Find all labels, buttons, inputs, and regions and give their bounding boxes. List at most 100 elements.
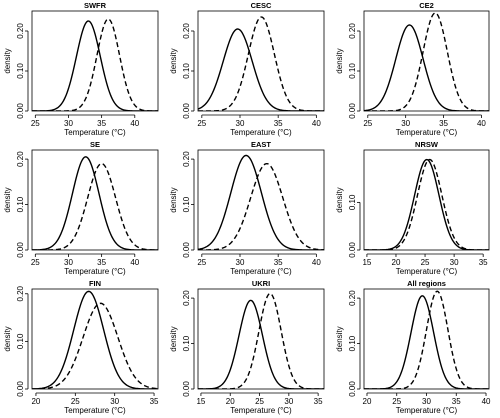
- x-tick-label: 20: [226, 397, 235, 406]
- density-curve-solid: [364, 158, 489, 250]
- y-tick-label: 0.20: [348, 23, 357, 39]
- x-tick-label: 30: [422, 397, 431, 406]
- x-tick-label: 35: [439, 119, 448, 128]
- density-curve-solid: [364, 295, 489, 389]
- x-tick-label: 35: [274, 258, 283, 267]
- x-tick-label: 40: [130, 258, 139, 267]
- plot-frame: [363, 149, 490, 251]
- x-tick-label: 25: [255, 397, 264, 406]
- x-tick-label: 25: [31, 119, 40, 128]
- y-axis-label: density: [169, 326, 178, 351]
- panel-title: EAST: [251, 140, 271, 149]
- x-tick-label: 20: [392, 258, 401, 267]
- x-tick-label: 30: [236, 119, 245, 128]
- y-tick-label: 0.00: [348, 103, 357, 119]
- density-curve-solid: [198, 28, 324, 111]
- y-tick-label: 0.00: [16, 242, 25, 258]
- density-curve-solid: [198, 299, 324, 389]
- y-tick-label: 0.20: [16, 23, 25, 39]
- x-tick-label: 30: [450, 258, 459, 267]
- y-tick-label: 0.10: [16, 333, 25, 349]
- x-tick-label: 35: [97, 119, 106, 128]
- x-tick-label: 40: [130, 119, 139, 128]
- y-tick-label: 0.20: [182, 23, 191, 39]
- x-tick-label: 35: [274, 119, 283, 128]
- plot-frame: [31, 149, 159, 251]
- x-tick-label: 15: [196, 397, 205, 406]
- panel-title: FIN: [89, 279, 101, 288]
- density-curve-dashed: [364, 290, 489, 389]
- x-tick-label: 40: [477, 119, 486, 128]
- x-tick-label: 40: [312, 258, 321, 267]
- y-tick-label: 0.10: [16, 63, 25, 79]
- y-axis-label: density: [169, 187, 178, 212]
- density-curve-dashed: [32, 302, 158, 389]
- y-axis-label: density: [3, 187, 12, 212]
- x-tick-label: 35: [479, 258, 488, 267]
- density-curve-dashed: [364, 12, 489, 111]
- density-curve-solid: [198, 154, 324, 250]
- panel-title: All regions: [407, 279, 446, 288]
- x-tick-label: 40: [312, 119, 321, 128]
- x-tick-label: 30: [110, 397, 119, 406]
- panel-fin: FIN 20 25 30 35 Temperature (°C) 0.00 0.10 0.20 d…: [3, 279, 159, 415]
- density-curve-dashed: [198, 16, 324, 111]
- x-axis-label: Temperature (°C): [396, 406, 458, 415]
- panel-title: SWFR: [84, 1, 107, 10]
- x-tick-label: 30: [64, 119, 73, 128]
- y-axis-label: density: [335, 187, 344, 212]
- y-tick-label: 0.00: [182, 242, 191, 258]
- plot-frame: [31, 288, 159, 390]
- x-tick-label: 35: [150, 397, 159, 406]
- y-tick-label: 0.20: [182, 290, 191, 306]
- x-axis-label: Temperature (°C): [64, 267, 126, 276]
- panel-title: CE2: [419, 1, 434, 10]
- y-axis-label: density: [335, 326, 344, 351]
- x-tick-label: 25: [392, 397, 401, 406]
- plot-frame: [197, 10, 325, 112]
- x-axis-label: Temperature (°C): [396, 267, 458, 276]
- density-curve-solid: [32, 20, 158, 111]
- y-tick-label: 0.00: [348, 381, 357, 397]
- x-tick-label: 25: [197, 258, 206, 267]
- x-tick-label: 35: [452, 397, 461, 406]
- panel-cesc: CESC 25 30 35 40 Temperature (°C) 0.00 0.10 0.20…: [169, 1, 325, 137]
- panel-se: SE 25 30 35 40 Temperature (°C) 0.00 0.10 0.20 de…: [3, 140, 159, 276]
- y-tick-label: 0.10: [182, 63, 191, 79]
- y-tick-label: 0.10: [182, 335, 191, 351]
- x-tick-label: 15: [362, 258, 371, 267]
- panel-all-regions: All regions 20 25 30 35 40 Temperature (°C) 0.0…: [335, 279, 491, 415]
- x-tick-label: 20: [363, 397, 372, 406]
- y-axis-label: density: [3, 48, 12, 73]
- plot-frame: [197, 288, 325, 390]
- y-tick-label: 0.00: [182, 103, 191, 119]
- x-tick-label: 30: [64, 258, 73, 267]
- plot-frame: [197, 149, 325, 251]
- x-tick-label: 25: [197, 119, 206, 128]
- x-tick-label: 40: [482, 397, 491, 406]
- x-axis-label: Temperature (°C): [230, 406, 292, 415]
- x-tick-label: 30: [284, 397, 293, 406]
- x-tick-label: 25: [421, 258, 430, 267]
- x-axis-label: Temperature (°C): [230, 128, 292, 137]
- y-tick-label: 0.10: [348, 63, 357, 79]
- panel-nrsw: NRSW 15 20 25 30 35 Temperature (°C) 0.00 0.10 de…: [335, 140, 490, 276]
- y-tick-label: 0.10: [348, 335, 357, 351]
- x-tick-label: 25: [363, 119, 372, 128]
- x-axis-label: Temperature (°C): [64, 128, 126, 137]
- plot-frame: [31, 10, 159, 112]
- y-tick-label: 0.10: [16, 196, 25, 212]
- y-tick-label: 0.00: [16, 381, 25, 397]
- y-tick-label: 0.20: [16, 285, 25, 301]
- y-tick-label: 0.20: [348, 290, 357, 306]
- y-tick-label: 0.00: [16, 103, 25, 119]
- y-tick-label: 0.20: [182, 151, 191, 167]
- y-axis-label: density: [169, 48, 178, 73]
- panel-title: NRSW: [415, 140, 439, 149]
- x-tick-label: 35: [314, 397, 323, 406]
- density-curve-dashed: [32, 162, 158, 250]
- y-tick-label: 0.10: [348, 194, 357, 210]
- density-curve-dashed: [198, 162, 324, 250]
- density-curve-solid: [364, 24, 489, 111]
- x-tick-label: 30: [401, 119, 410, 128]
